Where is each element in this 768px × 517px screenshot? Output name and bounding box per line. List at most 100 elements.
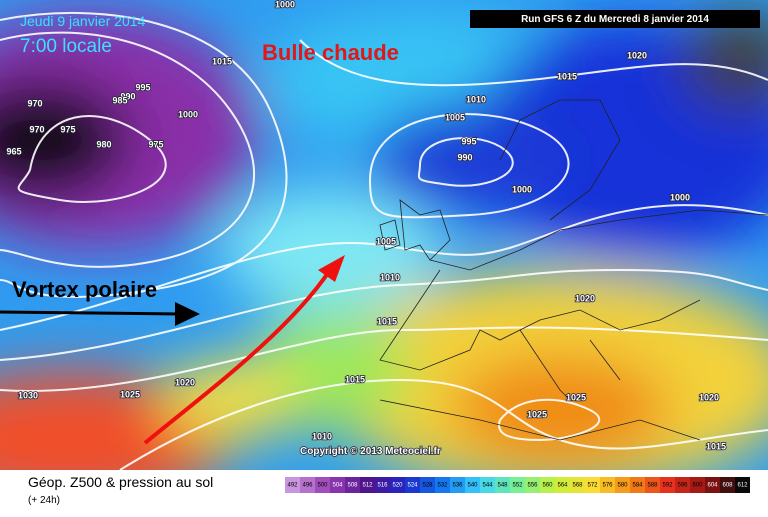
scale-label: 564 (557, 483, 568, 489)
scale-label: 600 (692, 483, 703, 489)
scale-label: 508 (347, 483, 358, 489)
run-banner (470, 10, 760, 28)
scale-cell (720, 477, 735, 493)
scale-label: 604 (707, 483, 718, 489)
isobar-label: 1020 (175, 377, 195, 387)
scale-cell (300, 477, 315, 493)
isobar-label: 1025 (527, 409, 547, 419)
isobar-label: 1025 (120, 389, 140, 399)
scale-cell (645, 477, 660, 493)
scale-label: 568 (572, 483, 583, 489)
isobar-label: 1020 (575, 293, 595, 303)
isobar-label: 1000 (670, 192, 690, 202)
isobar-label: 1020 (699, 392, 719, 402)
isobar-label: 1020 (627, 50, 647, 60)
isobar-label: 1010 (312, 431, 332, 441)
scale-label: 552 (512, 483, 523, 489)
scale-cell (600, 477, 615, 493)
scale-cell (405, 477, 420, 493)
isobar-label: 1015 (706, 441, 726, 451)
scale-label: 520 (392, 483, 403, 489)
isobar-label: 970 (27, 98, 42, 108)
isobar-label: 1000 (178, 109, 198, 119)
scale-label: 548 (497, 483, 508, 489)
scale-label: 572 (587, 483, 598, 489)
scale-cell (360, 477, 375, 493)
scale-label: 532 (437, 483, 448, 489)
isobar-label: 970 (29, 124, 44, 134)
isobar-label: 975 (60, 124, 75, 134)
isobar-label: 980 (96, 139, 111, 149)
scale-cell (675, 477, 690, 493)
scale-label: 560 (542, 483, 553, 489)
scale-cell (420, 477, 435, 493)
isobar-label: 1000 (512, 184, 532, 194)
isobar-label: 1015 (557, 71, 577, 81)
scale-cell (705, 477, 720, 493)
scale-label: 540 (467, 483, 478, 489)
run-label: Run GFS 6 Z du Mercredi 8 janvier 2014 (521, 14, 709, 25)
scale-cell (735, 477, 750, 493)
scale-label: 516 (377, 483, 388, 489)
scale-label: 576 (602, 483, 613, 489)
date: Jeudi 9 janvier 2014 (20, 13, 146, 29)
scale-label: 580 (617, 483, 628, 489)
scale-label: 592 (662, 483, 673, 489)
scale-cell (345, 477, 360, 493)
scale-cell (390, 477, 405, 493)
legend-title: Géop. Z500 & pression au sol (28, 474, 213, 490)
isobar-label: 1015 (345, 374, 365, 384)
isobar-label: 990 (120, 91, 135, 101)
scale-label: 556 (527, 483, 538, 489)
scale-cell (450, 477, 465, 493)
isobar-label: 990 (457, 152, 472, 162)
scale-label: 596 (677, 483, 688, 489)
scale-label: 612 (737, 483, 748, 489)
scale-cell (315, 477, 330, 493)
isobar-label: 1015 (377, 316, 397, 326)
scale-cell (465, 477, 480, 493)
scale-cell (495, 477, 510, 493)
scale-label: 544 (482, 483, 493, 489)
isobar-label: 995 (135, 82, 150, 92)
scale-cell (330, 477, 345, 493)
scale-label: 492 (287, 483, 298, 489)
scale-cell (510, 477, 525, 493)
isobar-label: 1030 (18, 390, 38, 400)
scale-cell (480, 477, 495, 493)
legend-lead: (+ 24h) (28, 495, 60, 506)
isobar-label: 975 (148, 139, 163, 149)
scale-cell (585, 477, 600, 493)
scale-cell (540, 477, 555, 493)
isobar-label: 995 (461, 136, 476, 146)
scale-cell (660, 477, 675, 493)
copyright: Copyright © 2013 Meteociel.fr (300, 446, 441, 457)
isobar-label: 965 (6, 146, 21, 156)
scale-label: 512 (362, 483, 373, 489)
time: 7:00 locale (20, 36, 112, 57)
isobar-label: 1015 (212, 56, 232, 66)
scale-label: 504 (332, 483, 343, 489)
scale-cell (285, 477, 300, 493)
scale-cell (690, 477, 705, 493)
annotation: Vortex polaire (12, 277, 157, 302)
scale-label: 524 (407, 483, 418, 489)
scale-cell (375, 477, 390, 493)
annotation: Bulle chaude (262, 40, 399, 65)
isobar-label: 1010 (466, 94, 486, 104)
scale-cell (570, 477, 585, 493)
scale-label: 608 (722, 483, 733, 489)
scale-cell (630, 477, 645, 493)
scale-label: 528 (422, 483, 433, 489)
isobar-label: 985 (112, 95, 127, 105)
scale-cell (555, 477, 570, 493)
scale-label: 584 (632, 483, 643, 489)
isobar-label: 1000 (275, 0, 295, 9)
scale-cell (615, 477, 630, 493)
scale-cell (435, 477, 450, 493)
scale-label: 496 (302, 483, 313, 489)
isobar-label: 1005 (376, 236, 396, 246)
isobar-label: 1010 (380, 272, 400, 282)
